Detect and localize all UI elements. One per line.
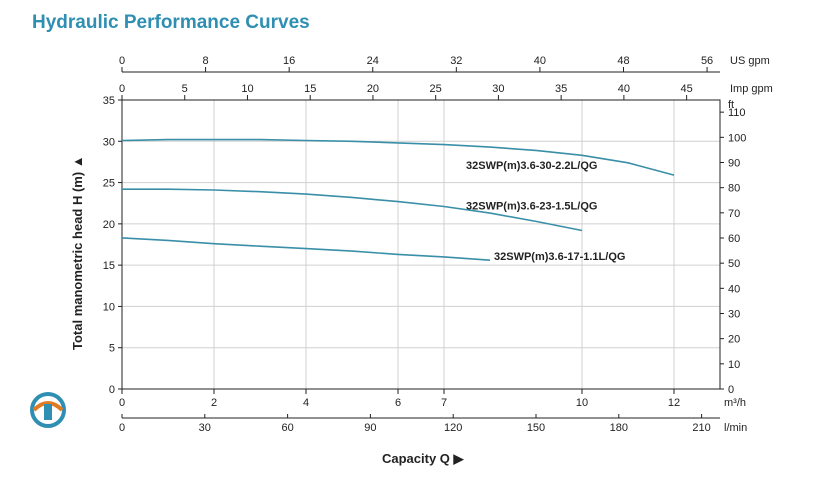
imp-gpm-tick-label: 40 bbox=[618, 83, 630, 95]
imp-gpm-tick-label: 10 bbox=[241, 83, 253, 95]
series-line bbox=[121, 237, 491, 261]
us-gpm-tick-label: 56 bbox=[701, 55, 713, 67]
series-label: 32SWP(m)3.6-30-2.2L/QG bbox=[466, 160, 597, 172]
m-tick-label: 25 bbox=[103, 178, 115, 190]
m-tick-label: 10 bbox=[103, 301, 115, 313]
m3h-tick-label: 10 bbox=[576, 397, 588, 409]
imp-gpm-tick-label: 5 bbox=[182, 83, 188, 95]
ft-tick-label: 40 bbox=[728, 283, 740, 295]
series-line bbox=[122, 188, 583, 232]
us-gpm-tick-label: 16 bbox=[283, 55, 295, 67]
m3h-tick-label: 12 bbox=[668, 397, 680, 409]
plot-frame bbox=[121, 99, 721, 390]
us-gpm-tick-label: 40 bbox=[534, 55, 546, 67]
ft-tick-label: 80 bbox=[728, 183, 740, 195]
lmin-tick-label: 180 bbox=[610, 422, 628, 434]
ft-tick-label: 70 bbox=[728, 208, 740, 220]
series-label: 32SWP(m)3.6-23-1.5L/QG bbox=[466, 200, 597, 212]
lmin-axis-label: l/min bbox=[724, 422, 747, 434]
m-tick-label: 30 bbox=[103, 136, 115, 148]
ft-tick-label: 110 bbox=[728, 107, 746, 119]
ft-tick-label: 0 bbox=[728, 384, 734, 396]
logo-arc bbox=[32, 401, 64, 412]
imp-gpm-tick-label: 20 bbox=[367, 83, 379, 95]
lmin-tick-label: 210 bbox=[692, 422, 710, 434]
x-axis-title: Capacity Q ▶ bbox=[382, 451, 465, 466]
page-title: Hydraulic Performance Curves bbox=[32, 12, 310, 33]
m-tick-label: 35 bbox=[103, 95, 115, 107]
logo-ring bbox=[30, 392, 66, 428]
imp-gpm-tick-label: 45 bbox=[680, 83, 692, 95]
lmin-tick-label: 90 bbox=[364, 422, 376, 434]
imp-gpm-tick-label: 25 bbox=[430, 83, 442, 95]
m3h-tick-label: 4 bbox=[303, 397, 309, 409]
m3h-tick-label: 7 bbox=[441, 397, 447, 409]
ft-tick-label: 30 bbox=[728, 308, 740, 320]
imp-gpm-tick-label: 35 bbox=[555, 83, 567, 95]
series-label: 32SWP(m)3.6-17-1.1L/QG bbox=[494, 251, 625, 263]
lmin-tick-label: 120 bbox=[444, 422, 462, 434]
ft-tick-label: 90 bbox=[728, 157, 740, 169]
imp-gpm-tick-label: 15 bbox=[304, 83, 316, 95]
series-line bbox=[121, 138, 675, 176]
m3h-tick-label: 0 bbox=[119, 397, 125, 409]
tirgan-logo bbox=[30, 392, 66, 428]
ft-tick-label: 20 bbox=[728, 334, 740, 346]
m-tick-label: 15 bbox=[103, 260, 115, 272]
ft-tick-label: 100 bbox=[728, 132, 746, 144]
m3h-tick-label: 6 bbox=[395, 397, 401, 409]
ft-tick-label: 60 bbox=[728, 233, 740, 245]
imp-gpm-tick-label: 30 bbox=[492, 83, 504, 95]
ft-tick-label: 50 bbox=[728, 258, 740, 270]
us-gpm-tick-label: 0 bbox=[119, 55, 125, 67]
lmin-tick-label: 30 bbox=[199, 422, 211, 434]
lmin-tick-label: 60 bbox=[281, 422, 293, 434]
us-gpm-axis-label: US gpm bbox=[730, 55, 770, 67]
lmin-tick-label: 150 bbox=[527, 422, 545, 434]
y-axis-title: Total manometric head H (m) ▲ bbox=[70, 155, 85, 350]
us-gpm-tick-label: 24 bbox=[367, 55, 379, 67]
us-gpm-tick-label: 8 bbox=[203, 55, 209, 67]
imp-gpm-axis-label: Imp gpm bbox=[730, 83, 773, 95]
m3h-axis-label: m³/h bbox=[724, 397, 746, 409]
ft-tick-label: 10 bbox=[728, 359, 740, 371]
logo-mark bbox=[44, 404, 52, 420]
m-tick-label: 20 bbox=[103, 219, 115, 231]
us-gpm-tick-label: 48 bbox=[617, 55, 629, 67]
ft-axis-label: ft bbox=[728, 99, 734, 111]
m-tick-label: 5 bbox=[109, 343, 115, 355]
m-tick-label: 0 bbox=[109, 384, 115, 396]
m3h-tick-label: 2 bbox=[211, 397, 217, 409]
us-gpm-tick-label: 32 bbox=[450, 55, 462, 67]
lmin-tick-label: 0 bbox=[119, 422, 125, 434]
imp-gpm-tick-label: 0 bbox=[119, 83, 125, 95]
